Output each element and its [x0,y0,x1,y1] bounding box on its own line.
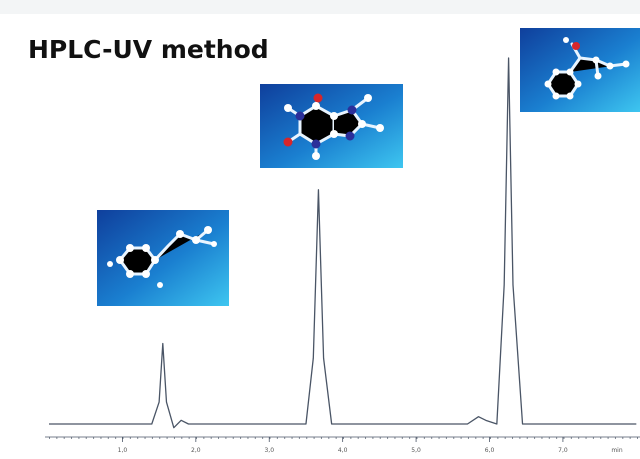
minor-ticks [49,437,640,440]
top-band [0,0,640,14]
x-tick-label: 2,0 [191,447,201,454]
x-tick-label: 1,0 [118,447,128,454]
x-axis-label: min [611,447,623,454]
molecule-image [260,84,403,168]
x-tick-label: 6,0 [485,447,495,454]
chromatogram-line [49,57,637,429]
x-tick-label: 3,0 [264,447,274,454]
molecule-image [520,28,640,112]
chart-title: HPLC-UV method [28,35,269,64]
x-tick-label: 7,0 [558,447,568,454]
x-tick-label: 4,0 [338,447,348,454]
x-tick-label: 5,0 [411,447,421,454]
molecule-image [97,210,229,306]
